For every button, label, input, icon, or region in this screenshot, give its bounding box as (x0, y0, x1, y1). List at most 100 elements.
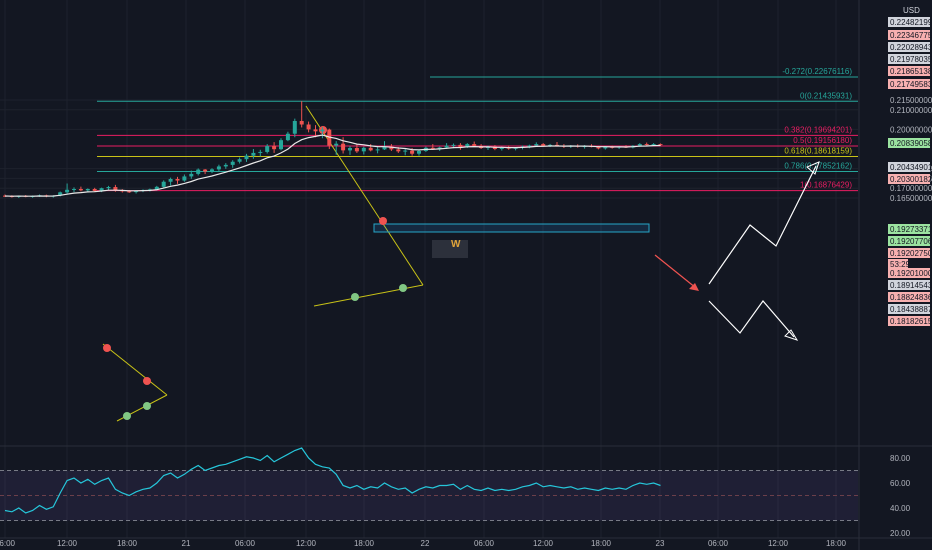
candle-body (216, 166, 221, 170)
candle-body (334, 143, 339, 146)
price-tag (888, 292, 930, 302)
currency-label: USD (903, 6, 920, 15)
candle-body (375, 149, 380, 151)
chart-drawings (102, 105, 820, 422)
price-tick-label: 0.17000000 (890, 184, 932, 193)
rsi-tick-label: 40.00 (890, 504, 911, 513)
candle-body (244, 155, 249, 160)
candle-body (313, 129, 318, 132)
price-tag (888, 224, 930, 234)
candle-body (127, 191, 132, 193)
buy-marker (123, 412, 131, 420)
candle-body (203, 169, 208, 172)
candlestick-series (3, 101, 663, 198)
time-tick-label: 18:00 (826, 539, 847, 548)
candle-body (644, 144, 649, 146)
price-tag-label: 0.19202750 (890, 249, 932, 258)
price-tag (888, 66, 930, 76)
fib-label: 0.786(0.17852162) (784, 161, 852, 170)
fib-label: -0.272(0.22676116) (782, 67, 852, 76)
price-tag (888, 174, 930, 184)
bearish-scenario (708, 300, 795, 338)
price-tag (888, 138, 930, 148)
price-tag (888, 248, 930, 258)
buy-marker (143, 402, 151, 410)
candle-body (534, 144, 539, 146)
candle-body (258, 151, 263, 153)
price-tick-label: 0.16500000 (890, 194, 932, 203)
fib-label: 0.382(0.19694201) (784, 125, 852, 134)
time-tick-label: 23 (656, 539, 665, 548)
candle-body (437, 147, 442, 149)
price-tag-label: 0.18824836 (890, 293, 932, 302)
time-tick-label: 06:00 (474, 539, 495, 548)
candle-body (658, 144, 663, 146)
candle-body (430, 147, 435, 149)
rsi-tick-label: 60.00 (890, 479, 911, 488)
candle-body (354, 148, 359, 152)
candle-body (444, 145, 449, 148)
arrow-head (689, 283, 699, 291)
fib-label: 0(0.21435931) (800, 91, 852, 100)
price-tag-label: 0.19273371 (890, 225, 932, 234)
price-tag-label: 0.22482199 (890, 18, 932, 27)
candle-body (106, 187, 111, 189)
time-tick-label: 12:00 (768, 539, 789, 548)
candle-body (341, 143, 346, 151)
candle-body (175, 178, 180, 181)
sell-marker (143, 377, 151, 385)
price-tag-label: 53:29 (890, 260, 911, 269)
candle-body (637, 144, 642, 146)
price-tag (888, 259, 908, 269)
price-tag-label: 0.20434901 (890, 163, 932, 172)
time-tick-label: 12:00 (57, 539, 78, 548)
candle-body (113, 187, 118, 191)
candle-body (320, 129, 325, 132)
candle-body (161, 181, 166, 187)
candle-body (182, 176, 187, 181)
candle-body (299, 120, 304, 125)
time-tick-label: 06:00 (235, 539, 256, 548)
price-tag-label: 0.22346775 (890, 31, 932, 40)
price-tag-label: 0.20839058 (890, 139, 932, 148)
moving-average (4, 134, 661, 197)
candle-body (410, 150, 415, 154)
price-tag-label: 0.19201000 (890, 269, 932, 278)
rsi-panel: 80.00 60.00 40.00 20.00 (0, 445, 932, 538)
candle-body (154, 186, 159, 190)
candle-body (134, 190, 139, 193)
time-tick-label: 12:00 (296, 539, 317, 548)
candle-body (223, 164, 228, 167)
candle-body (513, 147, 518, 149)
candle-body (168, 178, 173, 182)
chart-grid (0, 0, 858, 538)
arrow-head (806, 161, 820, 175)
candle-body (285, 133, 290, 141)
time-axis[interactable]: 06:00 12:00 18:00 21 06:00 12:00 18:00 22 06:00 1… (0, 537, 932, 548)
time-tick-label: 18:00 (117, 539, 138, 548)
price-tick-label: 0.21000000 (890, 106, 932, 115)
fib-label: 0.618(0.18618159) (784, 146, 852, 155)
candle-body (189, 173, 194, 177)
candle-body (527, 145, 532, 147)
price-tag (888, 236, 930, 246)
candle-body (465, 144, 470, 148)
sell-marker (103, 344, 111, 352)
price-tag-label: 0.18182615 (890, 317, 932, 326)
price-axis[interactable]: 0.215000000.210000000.200000000.18000000… (858, 0, 932, 550)
candle-body (403, 150, 408, 152)
ema-line (4, 134, 661, 197)
price-tag (888, 316, 930, 326)
candle-body (292, 120, 297, 134)
candle-body (596, 147, 601, 149)
candle-body (92, 188, 97, 191)
price-tag (888, 42, 930, 52)
price-tick-label: 0.21500000 (890, 96, 932, 105)
candle-body (279, 140, 283, 150)
price-tag (888, 17, 930, 27)
trendline (102, 343, 168, 396)
price-tick-label: 0.20000000 (890, 125, 932, 134)
price-tag (888, 79, 930, 89)
price-tag (888, 162, 930, 172)
